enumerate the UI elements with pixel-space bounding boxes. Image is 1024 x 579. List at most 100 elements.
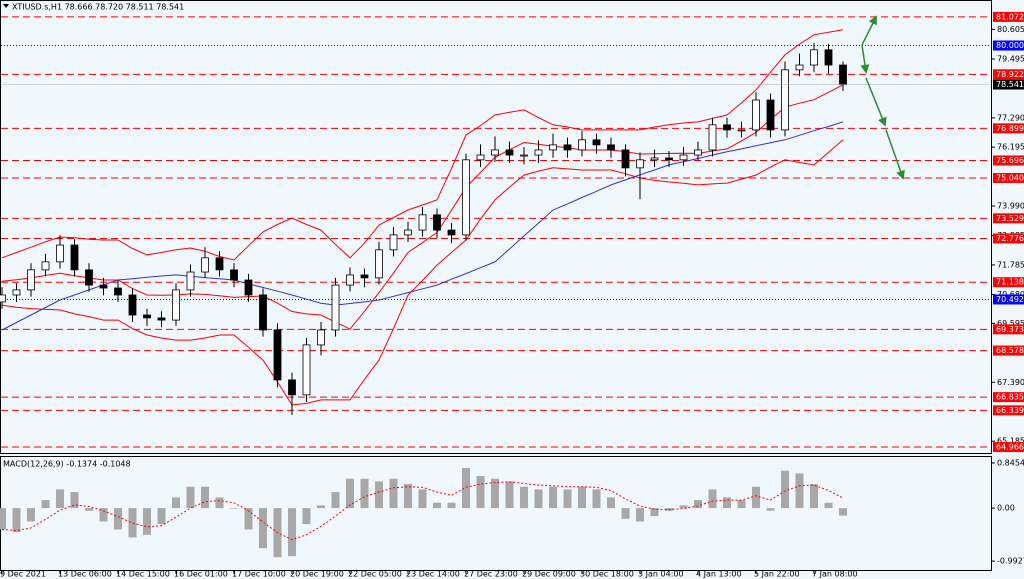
- macd-bar: [520, 486, 528, 509]
- level-label: 81.072: [996, 12, 1024, 21]
- indicator-line: [1, 29, 844, 261]
- macd-bar: [694, 500, 702, 509]
- candle-body: [737, 129, 746, 132]
- macd-bar: [839, 508, 847, 516]
- indicator-line: [1, 84, 844, 330]
- candle-body: [0, 294, 6, 303]
- level-tag: [993, 392, 1024, 403]
- x-tick-label: 27 Dec 23:00: [464, 570, 518, 579]
- x-tick-label: 23 Dec 14:00: [406, 570, 460, 579]
- level-label: 78.922: [996, 70, 1024, 79]
- candle-body: [172, 289, 180, 321]
- level-tag: [993, 233, 1024, 244]
- candle-body: [476, 154, 485, 161]
- macd-bar: [99, 508, 108, 522]
- candle-body: [505, 149, 514, 156]
- macd-bar: [578, 486, 586, 509]
- y-tick-label: 73.990: [997, 202, 1024, 211]
- candle-body: [360, 274, 369, 279]
- macd-bar: [346, 478, 354, 509]
- macd-bar: [157, 508, 166, 525]
- y-tick-label: 71.785: [997, 260, 1024, 269]
- candle-body: [389, 234, 398, 251]
- y-tick-label: 79.495: [997, 55, 1024, 64]
- candle-body: [375, 249, 383, 279]
- level-tag: [993, 172, 1024, 183]
- candle-body: [302, 344, 311, 396]
- candle-body: [56, 244, 64, 263]
- x-tick-label: 17 Dec 10:00: [232, 570, 286, 579]
- symbol-marker: [3, 4, 9, 8]
- macd-bar: [549, 486, 557, 509]
- macd-bar: [360, 478, 369, 509]
- x-tick-label: 4 Jan 13:00: [696, 570, 742, 579]
- y-tick-label: 0.00: [997, 504, 1015, 513]
- macd-bar: [70, 492, 79, 509]
- level-label: 72.776: [996, 234, 1024, 243]
- macd-bar: [766, 508, 775, 511]
- macd-bar: [462, 468, 470, 509]
- macd-bar: [317, 505, 325, 509]
- candle-body: [418, 214, 427, 231]
- macd-bar: [447, 502, 456, 509]
- candle-body: [665, 157, 673, 161]
- macd-bar: [143, 508, 151, 535]
- level-label: 68.578: [996, 346, 1024, 355]
- macd-bar: [607, 497, 615, 509]
- candle-body: [85, 269, 93, 286]
- candle-body: [288, 379, 296, 396]
- candle-body: [12, 289, 21, 296]
- macd-bar: [85, 508, 93, 511]
- y-tick-label: 69.595: [997, 319, 1024, 328]
- candle-body: [273, 329, 282, 381]
- level-label: 80.000: [996, 41, 1024, 50]
- indicator-line: [1, 121, 844, 331]
- y-tick-label: 67.390: [997, 378, 1024, 387]
- candle-body: [230, 269, 238, 281]
- x-tick-label: 5 Jan 22:00: [754, 570, 800, 579]
- macd-bar: [650, 508, 659, 517]
- level-tag: [993, 123, 1024, 134]
- indicator-line: [1, 139, 844, 406]
- y-tick-label: 70.680: [997, 290, 1024, 299]
- candle-body: [824, 49, 833, 66]
- candle-body: [752, 99, 760, 131]
- macd-bar: [186, 486, 195, 509]
- candle-body: [563, 144, 572, 151]
- macd-bar: [302, 508, 311, 525]
- y-tick-label: 0.8454: [997, 458, 1024, 467]
- macd-bar: [375, 481, 383, 509]
- candle-body: [839, 64, 847, 85]
- candle-body: [128, 294, 137, 316]
- candle-body: [795, 64, 804, 71]
- level-tag: [993, 213, 1024, 224]
- candle-body: [694, 149, 702, 156]
- chart-title: XTIUSD.s,H1 78.666 78.720 78.511 78.541: [12, 3, 184, 12]
- candle-body: [331, 284, 340, 331]
- candle-body: [70, 244, 79, 271]
- level-tag: [993, 155, 1024, 166]
- candle-body: [201, 257, 209, 273]
- macd-bar: [128, 508, 137, 538]
- macd-bar: [230, 508, 238, 509]
- macd-bar: [708, 489, 717, 509]
- macd-bar: [737, 500, 746, 509]
- indicator-line: [1, 481, 844, 541]
- candle-body: [679, 154, 688, 161]
- macd-title: MACD(12,26,9) -0.1374 -0.1048: [3, 460, 131, 469]
- level-tag: [993, 294, 1024, 305]
- candle-body: [607, 144, 615, 151]
- x-tick-label: 20 Dec 19:00: [290, 570, 344, 579]
- macd-bar: [404, 484, 412, 509]
- macd-bar: [172, 497, 180, 509]
- candle-body: [708, 124, 717, 151]
- candle-body: [186, 271, 195, 291]
- x-tick-label: 3 Jan 04:00: [638, 570, 684, 579]
- level-label: 71.138: [996, 278, 1024, 287]
- macd-bar: [636, 508, 644, 522]
- candle-body: [244, 279, 253, 296]
- price-panel: [0, 0, 992, 454]
- candle-body: [157, 317, 166, 321]
- level-label: 66.835: [996, 393, 1024, 402]
